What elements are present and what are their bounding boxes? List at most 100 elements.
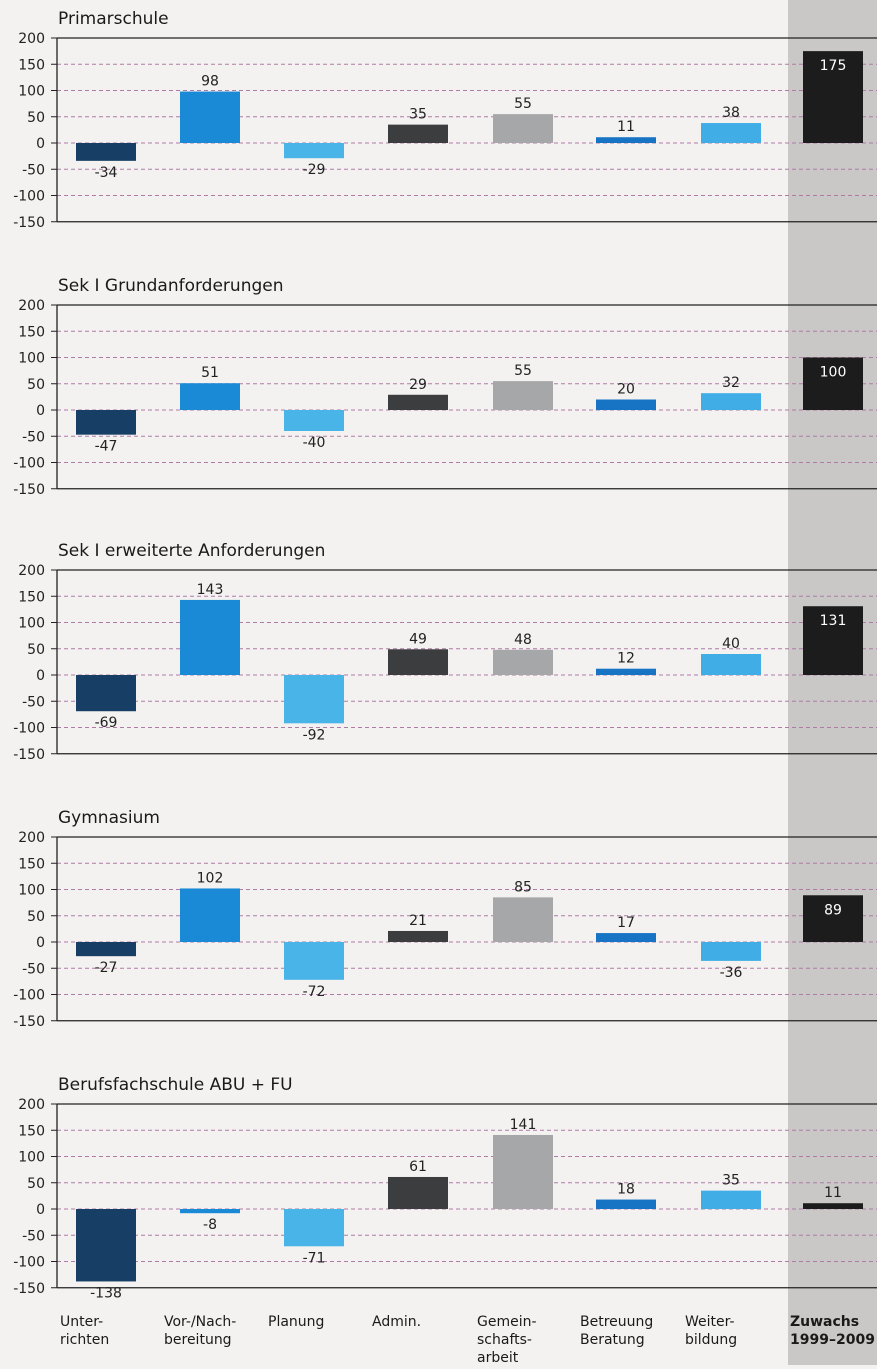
category-label: Beratung [580,1332,645,1348]
value-label: 40 [722,636,740,652]
chart-panel: Gymnasium 200 150 100 50 0 -50 -100 -150 -27 102 -7… [13,808,877,1030]
value-label: 17 [617,915,635,931]
y-tick-label: 150 [18,589,45,605]
value-label: -69 [95,715,118,731]
category-label: Unter- [60,1314,103,1330]
category-label: schafts- [477,1332,532,1348]
category-label: Vor-/Nach- [164,1314,236,1330]
value-label: 55 [514,363,532,379]
y-tick-label: 200 [18,1097,45,1113]
value-label: 131 [820,613,847,629]
chart-panel: Sek I erweiterte Anforderungen 200 150 100 5… [13,541,877,763]
bar [76,410,136,435]
y-tick-label: 0 [36,136,45,152]
y-tick-label: -150 [13,215,45,231]
value-label: 85 [514,879,532,895]
value-label: -34 [95,165,118,181]
value-label: 141 [510,1117,537,1133]
value-label: 175 [820,58,847,74]
bar [284,675,344,724]
bar [284,1209,344,1247]
value-label: 98 [201,74,219,90]
bar [284,143,344,159]
total-column-shading [788,0,877,1365]
bar [388,124,448,143]
y-tick-label: 200 [18,830,45,846]
bar [493,381,553,410]
value-label: 89 [824,902,842,918]
y-tick-label: 50 [27,909,45,925]
value-label: -27 [95,960,118,976]
value-label: -36 [720,965,743,981]
category-labels: Unter-richten Vor-/Nach-bereitung Planung A… [60,1314,875,1366]
y-tick-label: 200 [18,298,45,314]
value-label: 49 [409,631,427,647]
bar [803,357,863,410]
value-label: 48 [514,632,532,648]
chart-title: Gymnasium [58,808,160,828]
chart-panels: Primarschule200150100500-50-100-150-3498… [13,9,877,1301]
bar [76,1209,136,1282]
value-label: -72 [303,984,326,1000]
bar [803,51,863,143]
category-label: 1999–2009 [790,1332,875,1348]
bar [493,1134,553,1209]
y-tick-label: 200 [18,563,45,579]
bar [180,383,240,410]
y-tick-label: 100 [18,616,45,632]
category-label: Weiter- [685,1314,735,1330]
chart-panel: Berufsfachschule ABU + FU 200 150 100 50 0 -50… [13,1075,877,1301]
y-tick-label: 50 [27,1176,45,1192]
value-label: 21 [409,913,427,929]
chart-panel: Sek I Grundanforderungen 200 150 100 50 0 -50 -… [13,276,877,498]
y-tick-label: 100 [18,84,45,100]
y-tick-label: -100 [13,456,45,472]
value-label: -138 [90,1285,122,1301]
bar [701,123,761,143]
bar [493,897,553,942]
category-label: bereitung [164,1332,232,1348]
value-label: 18 [617,1182,635,1198]
value-label: 100 [820,365,847,381]
bar [596,1199,656,1209]
y-tick-label: -150 [13,747,45,763]
value-label: 55 [514,96,532,112]
bar [388,394,448,410]
value-label: 29 [409,377,427,393]
bar [701,1190,761,1209]
category-label: Betreuung [580,1314,653,1330]
chart-title: Sek I Grundanforderungen [58,276,284,296]
bar [803,606,863,675]
value-label: -71 [303,1250,326,1266]
value-label: -8 [203,1217,217,1233]
bar [803,895,863,942]
bar [180,1209,240,1214]
bar [388,930,448,942]
y-tick-label: 100 [18,1150,45,1166]
bar [493,649,553,675]
chart-title: Sek I erweiterte Anforderungen [58,541,325,561]
value-label: 11 [617,119,635,135]
bar [596,668,656,675]
y-tick-label: -50 [22,429,45,445]
y-tick-label: -100 [13,988,45,1004]
y-tick-label: -150 [13,482,45,498]
value-label: 20 [617,382,635,398]
y-tick-label: -100 [13,721,45,737]
bar [180,888,240,942]
category-label: Admin. [372,1314,421,1330]
bar [596,933,656,942]
y-tick-label: 0 [36,403,45,419]
y-tick-label: -100 [13,189,45,205]
value-label: 35 [409,107,427,123]
y-tick-label: -50 [22,162,45,178]
category-label: arbeit [477,1350,519,1365]
value-label: -47 [95,439,118,455]
y-tick-label: 100 [18,351,45,367]
category-label: bildung [685,1332,737,1348]
value-label: 12 [617,651,635,667]
y-tick-label: 0 [36,668,45,684]
value-label: 38 [722,105,740,121]
y-tick-label: 50 [27,642,45,658]
